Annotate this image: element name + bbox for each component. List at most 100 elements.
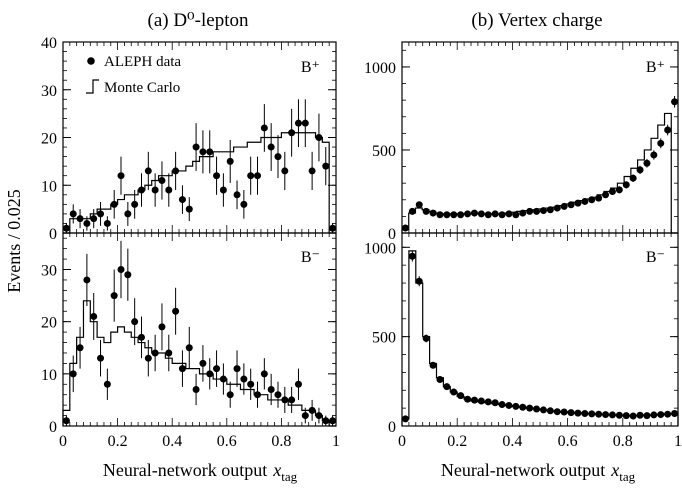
data-point (505, 401, 513, 409)
data-point (294, 380, 302, 388)
data-point (546, 206, 554, 214)
x-label-text: Neural-network output (103, 460, 267, 480)
data-point (505, 210, 513, 218)
data-point (477, 210, 485, 218)
legend-data-label: ALEPH data (104, 54, 181, 70)
data-point (519, 209, 527, 217)
y-tick-label: 500 (372, 143, 396, 160)
data-point (226, 157, 234, 165)
data-point (422, 334, 430, 342)
data-point (274, 391, 282, 399)
data-point (470, 209, 478, 217)
mc-histogram (401, 250, 679, 426)
y-tick-label: 0 (49, 226, 57, 243)
y-tick-label: 10 (41, 367, 57, 384)
data-point (103, 219, 111, 227)
data-point (301, 412, 309, 420)
data-point (97, 210, 105, 218)
data-point (117, 172, 125, 180)
x-tick-label: 0.6 (217, 433, 237, 450)
data-point (422, 207, 430, 215)
data-point (137, 333, 145, 341)
data-point (185, 205, 193, 213)
data-point (464, 210, 472, 218)
data-point (519, 403, 527, 411)
data-point (281, 396, 289, 404)
x-tick-label: 0.6 (558, 433, 578, 450)
data-point (213, 172, 221, 180)
data-point (69, 210, 77, 218)
data-point (206, 148, 214, 156)
panel-b-bottom-label: B⁻ (646, 249, 665, 266)
data-point (62, 417, 70, 425)
mc-histogram (63, 132, 336, 234)
data-point (260, 370, 268, 378)
data-point (199, 359, 207, 367)
data-point (415, 277, 423, 285)
data-point (650, 151, 658, 159)
data-point (477, 397, 485, 405)
data-point (137, 186, 145, 194)
data-point (240, 200, 248, 208)
data-point (247, 172, 255, 180)
data-point (664, 126, 672, 134)
data-point (294, 119, 302, 127)
data-point (415, 201, 423, 209)
data-point (288, 396, 296, 404)
y-tick-label: 0 (388, 419, 396, 436)
data-point (553, 408, 561, 416)
data-point (401, 224, 409, 232)
data-point (219, 186, 227, 194)
x-tick-label: 0.8 (271, 433, 291, 450)
data-point (560, 202, 568, 210)
y-tick-label: 500 (372, 330, 396, 347)
data-point (650, 411, 658, 419)
x-axis-label-left: Neural-network output xtag (103, 460, 298, 484)
x-tick-label: 0 (398, 433, 406, 450)
panel-b-title: (b) Vertex charge (471, 10, 602, 31)
data-point (117, 266, 125, 274)
data-point (233, 365, 241, 373)
data-point (199, 148, 207, 156)
data-point (240, 375, 248, 383)
data-point (213, 365, 221, 373)
legend-data-marker (87, 57, 95, 65)
plot-frame (62, 232, 337, 427)
data-point (629, 412, 637, 420)
plot-frame (401, 232, 679, 427)
data-point (165, 349, 173, 357)
data-point (567, 409, 575, 417)
data-point (131, 318, 139, 326)
data-point (90, 312, 98, 320)
data-point (158, 176, 166, 184)
data-point (408, 207, 416, 215)
data-point (76, 344, 84, 352)
data-point (450, 388, 458, 396)
data-point (436, 376, 444, 384)
x-tick-label: 1 (674, 433, 682, 450)
data-point (260, 124, 268, 132)
y-tick-label: 0 (388, 226, 396, 243)
data-point (457, 211, 465, 219)
data-point (267, 143, 275, 151)
data-point (567, 201, 575, 209)
data-point (526, 404, 534, 412)
data-point (622, 181, 630, 189)
data-point (657, 411, 665, 419)
data-point (308, 406, 316, 414)
data-point (484, 211, 492, 219)
data-point (498, 211, 506, 219)
data-point (76, 215, 84, 223)
plot-frame (62, 41, 337, 234)
x-label-var: x (610, 460, 619, 480)
data-point (97, 354, 105, 362)
x-tick-label: 0.2 (447, 433, 467, 450)
data-point (110, 292, 118, 300)
data-point (254, 391, 262, 399)
x-tick-label: 0.2 (108, 433, 128, 450)
data-point (512, 402, 520, 410)
data-point (526, 207, 534, 215)
data-point (574, 409, 582, 417)
data-point (308, 167, 316, 175)
